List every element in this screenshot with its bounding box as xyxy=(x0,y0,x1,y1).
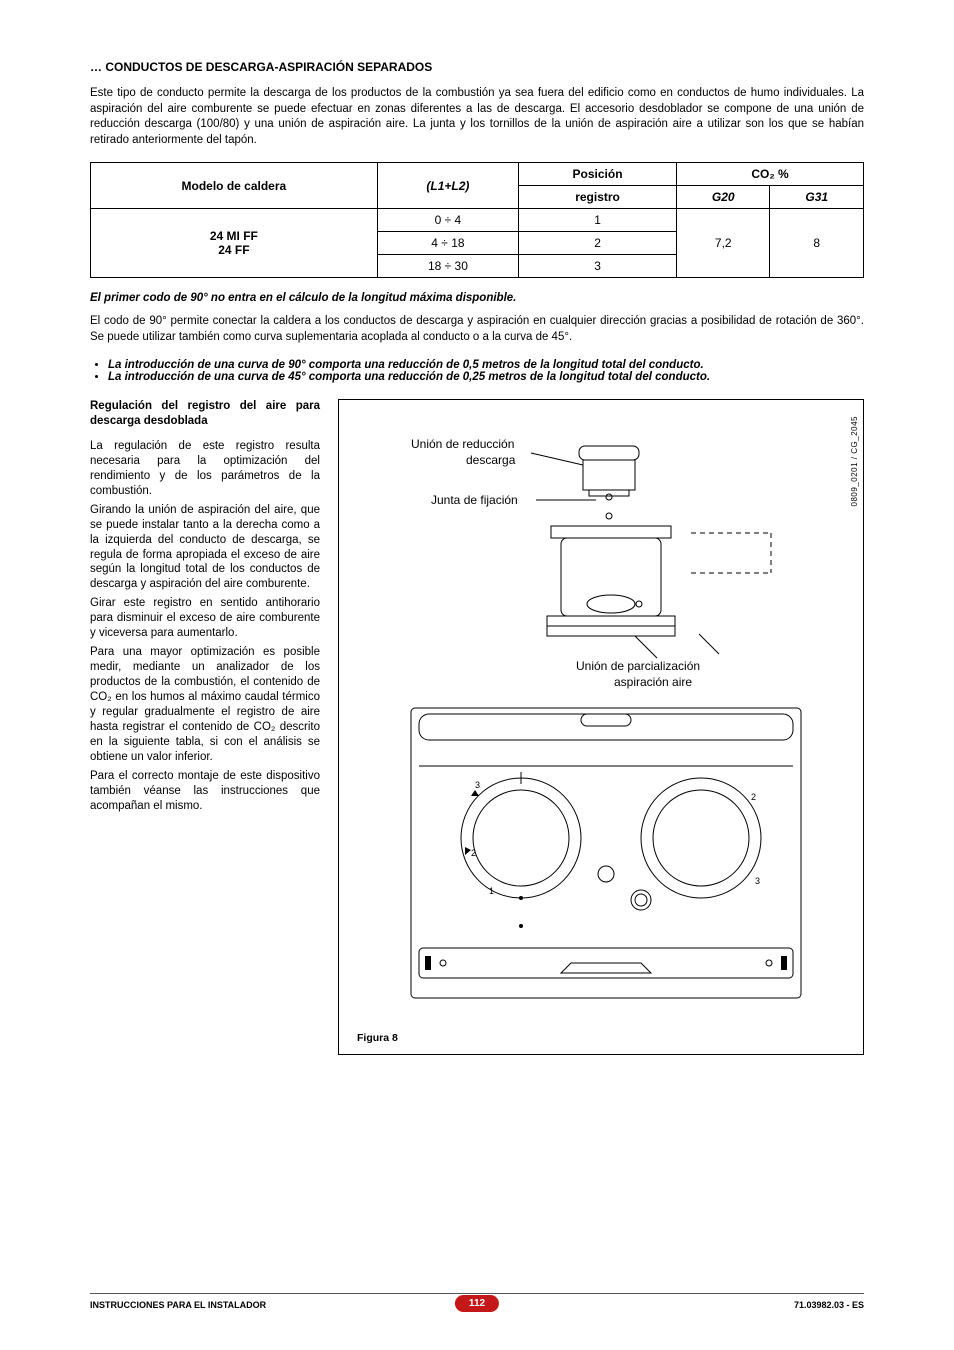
th-l1l2: (L1+L2) xyxy=(377,163,518,209)
footer-left: INSTRUCCIONES PARA EL INSTALADOR xyxy=(90,1300,266,1310)
td-pos-1: 2 xyxy=(519,232,677,255)
page-footer: INSTRUCCIONES PARA EL INSTALADOR 71.0398… xyxy=(90,1293,864,1310)
intro-paragraph: Este tipo de conducto permite la descarg… xyxy=(90,86,864,148)
regulation-heading: Regulación del registro del aire para de… xyxy=(90,399,320,429)
elbow-paragraph: El codo de 90° permite conectar la calde… xyxy=(90,314,864,345)
bullet-45: La introducción de una curva de 45° comp… xyxy=(108,371,864,383)
th-g31: G31 xyxy=(770,186,864,209)
elbow-note: El primer codo de 90° no entra en el cál… xyxy=(90,292,864,304)
reduction-bullets: La introducción de una curva de 90° comp… xyxy=(90,359,864,383)
td-l-0: 0 ÷ 4 xyxy=(377,209,518,232)
footer-right: 71.03982.03 - ES xyxy=(794,1300,864,1310)
label-reduction: Unión de reducción xyxy=(411,437,514,451)
figure-label: Figura 8 xyxy=(357,1032,845,1044)
section-title: … CONDUCTOS DE DESCARGA-ASPIRACIÓN SEPAR… xyxy=(90,60,864,74)
boiler-table: Modelo de caldera (L1+L2) Posición CO₂ %… xyxy=(90,162,864,278)
reg-p5: Para el correcto montaje de este disposi… xyxy=(90,769,320,814)
label-partialization: Unión de parcialización xyxy=(576,659,700,673)
reg-p3: Girar este registro en sentido antihorar… xyxy=(90,596,320,641)
svg-text:descarga: descarga xyxy=(466,453,516,467)
th-co2: CO₂ % xyxy=(676,163,863,186)
svg-text:3: 3 xyxy=(755,876,760,886)
td-g31: 8 xyxy=(770,209,864,278)
svg-text:2: 2 xyxy=(751,792,756,802)
th-position-top: Posición xyxy=(519,163,677,186)
reg-p2: Girando la unión de aspiración del aire,… xyxy=(90,503,320,593)
td-l-1: 4 ÷ 18 xyxy=(377,232,518,255)
bullet-90: La introducción de una curva de 90° comp… xyxy=(108,359,864,371)
reg-p4: Para una mayor optimización es posible m… xyxy=(90,645,320,765)
th-model: Modelo de caldera xyxy=(91,163,378,209)
drawing-code: 0809_0201 / CG_2045 xyxy=(850,416,859,506)
svg-text:3: 3 xyxy=(475,780,480,790)
page-number-pill: 112 xyxy=(455,1295,499,1312)
th-g20: G20 xyxy=(676,186,770,209)
td-pos-0: 1 xyxy=(519,209,677,232)
td-l-2: 18 ÷ 30 xyxy=(377,255,518,278)
th-position-bottom: registro xyxy=(519,186,677,209)
reg-p1: La regulación de este registro resulta n… xyxy=(90,439,320,499)
svg-text:2: 2 xyxy=(471,848,476,858)
boiler-diagram: Unión de reducción descarga Junta de fij… xyxy=(357,418,845,1028)
svg-text:aspiración aire: aspiración aire xyxy=(614,675,692,689)
regulation-column: Regulación del registro del aire para de… xyxy=(90,399,320,817)
td-model: 24 MI FF 24 FF xyxy=(91,209,378,278)
td-g20: 7,2 xyxy=(676,209,770,278)
td-pos-2: 3 xyxy=(519,255,677,278)
label-gasket: Junta de fijación xyxy=(431,493,518,507)
partialization-union xyxy=(547,526,771,658)
svg-text:1: 1 xyxy=(489,886,494,896)
figure-8: 0809_0201 / CG_2045 Unión de reducción d… xyxy=(338,399,864,1055)
boiler-top-view: 3 2 1 2 3 xyxy=(411,708,801,998)
